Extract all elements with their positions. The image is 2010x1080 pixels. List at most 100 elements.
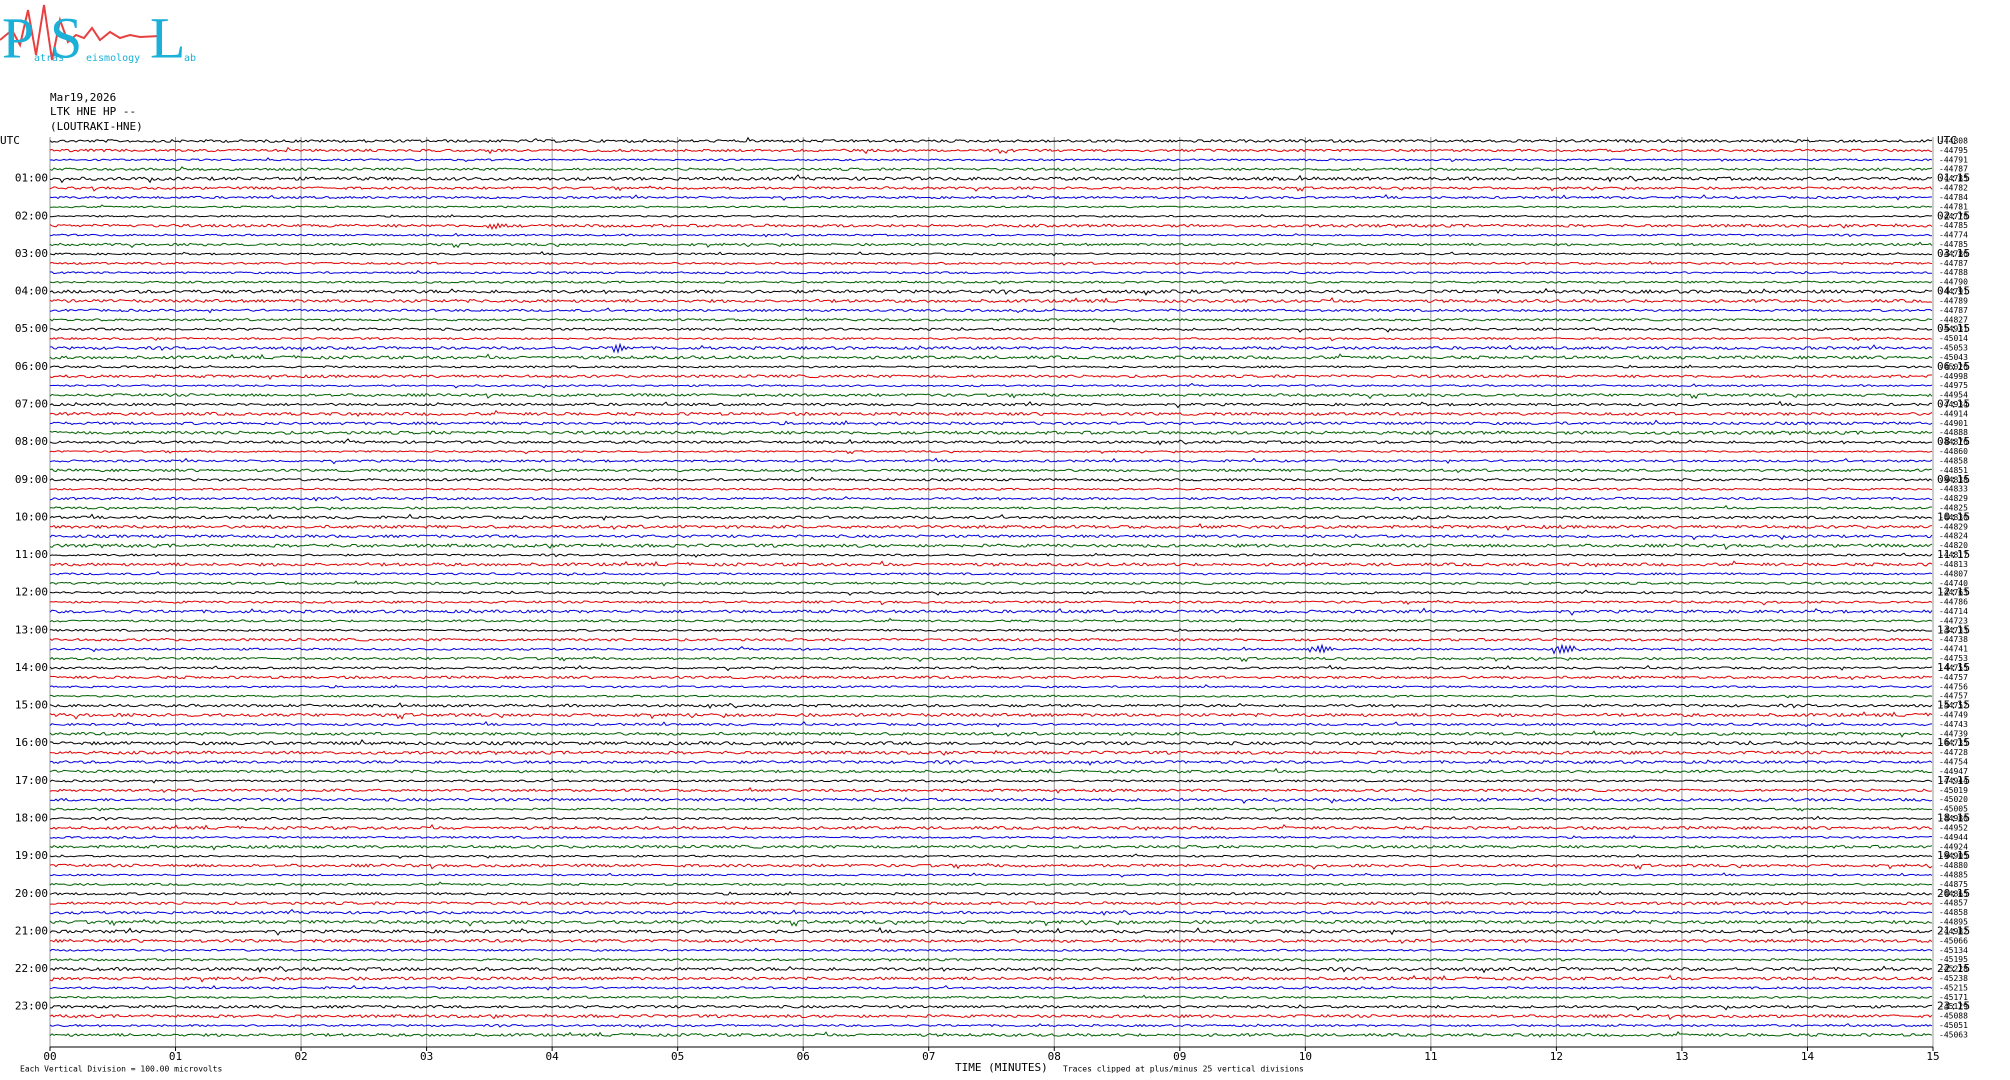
logo-letter: S: [50, 5, 82, 70]
trace-offset: -44753: [1939, 654, 1968, 663]
trace: [49, 749, 1933, 756]
trace-offset: -44791: [1939, 155, 1968, 164]
time-label-left: 11:00: [15, 548, 48, 561]
trace-offset: -44785: [1939, 240, 1968, 249]
x-tick-label: 01: [169, 1050, 182, 1063]
date: Mar19,2026: [50, 91, 116, 104]
time-label-left: 12:00: [15, 586, 48, 599]
x-axis-label: TIME (MINUTES): [955, 1061, 1048, 1074]
trace: [49, 806, 1933, 812]
trace-offset: -44787: [1939, 306, 1968, 315]
trace: [49, 523, 1933, 532]
trace: [49, 965, 1933, 974]
trace-offset: -44784: [1939, 193, 1968, 202]
time-label-right: 01:15: [1937, 172, 1970, 185]
x-tick-label: 00: [43, 1050, 56, 1063]
trace-offset: -45014: [1939, 334, 1968, 343]
station: (LOUTRAKI-HNE): [50, 120, 143, 133]
trace: [49, 241, 1933, 249]
trace-offset: -44860: [1939, 447, 1968, 456]
scale-note: Each Vertical Division = 100.00 microvol…: [20, 1065, 222, 1074]
trace: [49, 296, 1933, 304]
x-tick-label: 10: [1299, 1050, 1312, 1063]
trace-offset: -44714: [1939, 607, 1968, 616]
trace-offset: -44876: [1939, 438, 1968, 447]
time-label-left: UTC: [0, 134, 20, 147]
clip-note: Traces clipped at plus/minus 25 vertical…: [1063, 1065, 1304, 1074]
trace-offset: -44944: [1939, 776, 1968, 785]
trace: [49, 947, 1933, 952]
trace: [49, 926, 1933, 936]
time-label-left: 19:00: [15, 849, 48, 862]
trace: [49, 890, 1933, 896]
trace: [49, 430, 1933, 436]
x-tick-label: 03: [420, 1050, 433, 1063]
time-label-right: 20:15: [1937, 887, 1970, 900]
x-tick-label: 06: [797, 1050, 810, 1063]
trace-offset: -44756: [1939, 682, 1968, 691]
trace-offset: -44795: [1939, 146, 1968, 155]
trace: [49, 643, 1933, 655]
x-tick-label: 11: [1424, 1050, 1437, 1063]
trace-offset: -44728: [1939, 748, 1968, 757]
trace-offset: -44998: [1939, 372, 1968, 381]
trace: [49, 984, 1933, 991]
trace: [49, 213, 1933, 218]
time-label-left: 04:00: [15, 285, 48, 298]
time-label-right: 12:15: [1937, 586, 1970, 599]
time-label-right: 18:15: [1937, 812, 1970, 825]
trace-offset: -44820: [1939, 541, 1968, 550]
trace: [49, 166, 1933, 172]
time-label-left: 03:00: [15, 247, 48, 260]
trace: [49, 327, 1933, 333]
trace-offset: -44763: [1939, 588, 1968, 597]
x-tick-label: 08: [1048, 1050, 1061, 1063]
trace-offset: -44829: [1939, 494, 1968, 503]
x-tick-label: 14: [1801, 1050, 1815, 1063]
trace-offset: -44757: [1939, 673, 1968, 682]
trace-offset: -44754: [1939, 758, 1968, 767]
trace-offset: -45088: [1939, 1012, 1968, 1021]
trace: [49, 664, 1933, 672]
trace: [49, 580, 1933, 587]
time-label-left: 14:00: [15, 661, 48, 674]
time-label-right: 04:15: [1937, 285, 1970, 298]
time-label-left: 21:00: [15, 924, 48, 937]
trace-offset: -44723: [1939, 616, 1968, 625]
trace-offset: -44914: [1939, 409, 1968, 418]
trace: [50, 504, 1932, 512]
trace: [49, 901, 1933, 906]
trace: [49, 738, 1933, 746]
trace: [49, 513, 1933, 521]
trace: [49, 476, 1933, 482]
trace: [49, 287, 1933, 296]
trace-offset: -44857: [1939, 899, 1968, 908]
time-label-right: 10:15: [1937, 510, 1970, 523]
time-label-right: 05:15: [1937, 322, 1970, 335]
trace-offset: -44833: [1939, 485, 1968, 494]
trace: [49, 778, 1933, 784]
trace: [49, 146, 1933, 155]
trace: [49, 994, 1933, 1001]
trace: [49, 487, 1933, 492]
trace-offset: -44829: [1939, 522, 1968, 531]
trace: [49, 449, 1933, 455]
trace: [49, 853, 1933, 859]
time-label-left: 16:00: [15, 736, 48, 749]
trace: [50, 627, 1933, 633]
time-label-left: 10:00: [15, 510, 48, 523]
trace: [49, 353, 1933, 361]
time-label-left: 23:00: [15, 1000, 48, 1013]
trace: [49, 656, 1933, 663]
trace-offset: -44924: [1939, 842, 1968, 851]
time-label-right: UTC: [1937, 134, 1957, 147]
x-tick-label: 12: [1550, 1050, 1563, 1063]
trace-offset: -44752: [1939, 701, 1968, 710]
trace: [49, 881, 1933, 887]
trace: [49, 336, 1933, 342]
trace: [49, 844, 1933, 851]
trace: [49, 194, 1932, 201]
trace-offset: -44824: [1939, 532, 1968, 541]
trace-offset: -44789: [1939, 296, 1968, 305]
